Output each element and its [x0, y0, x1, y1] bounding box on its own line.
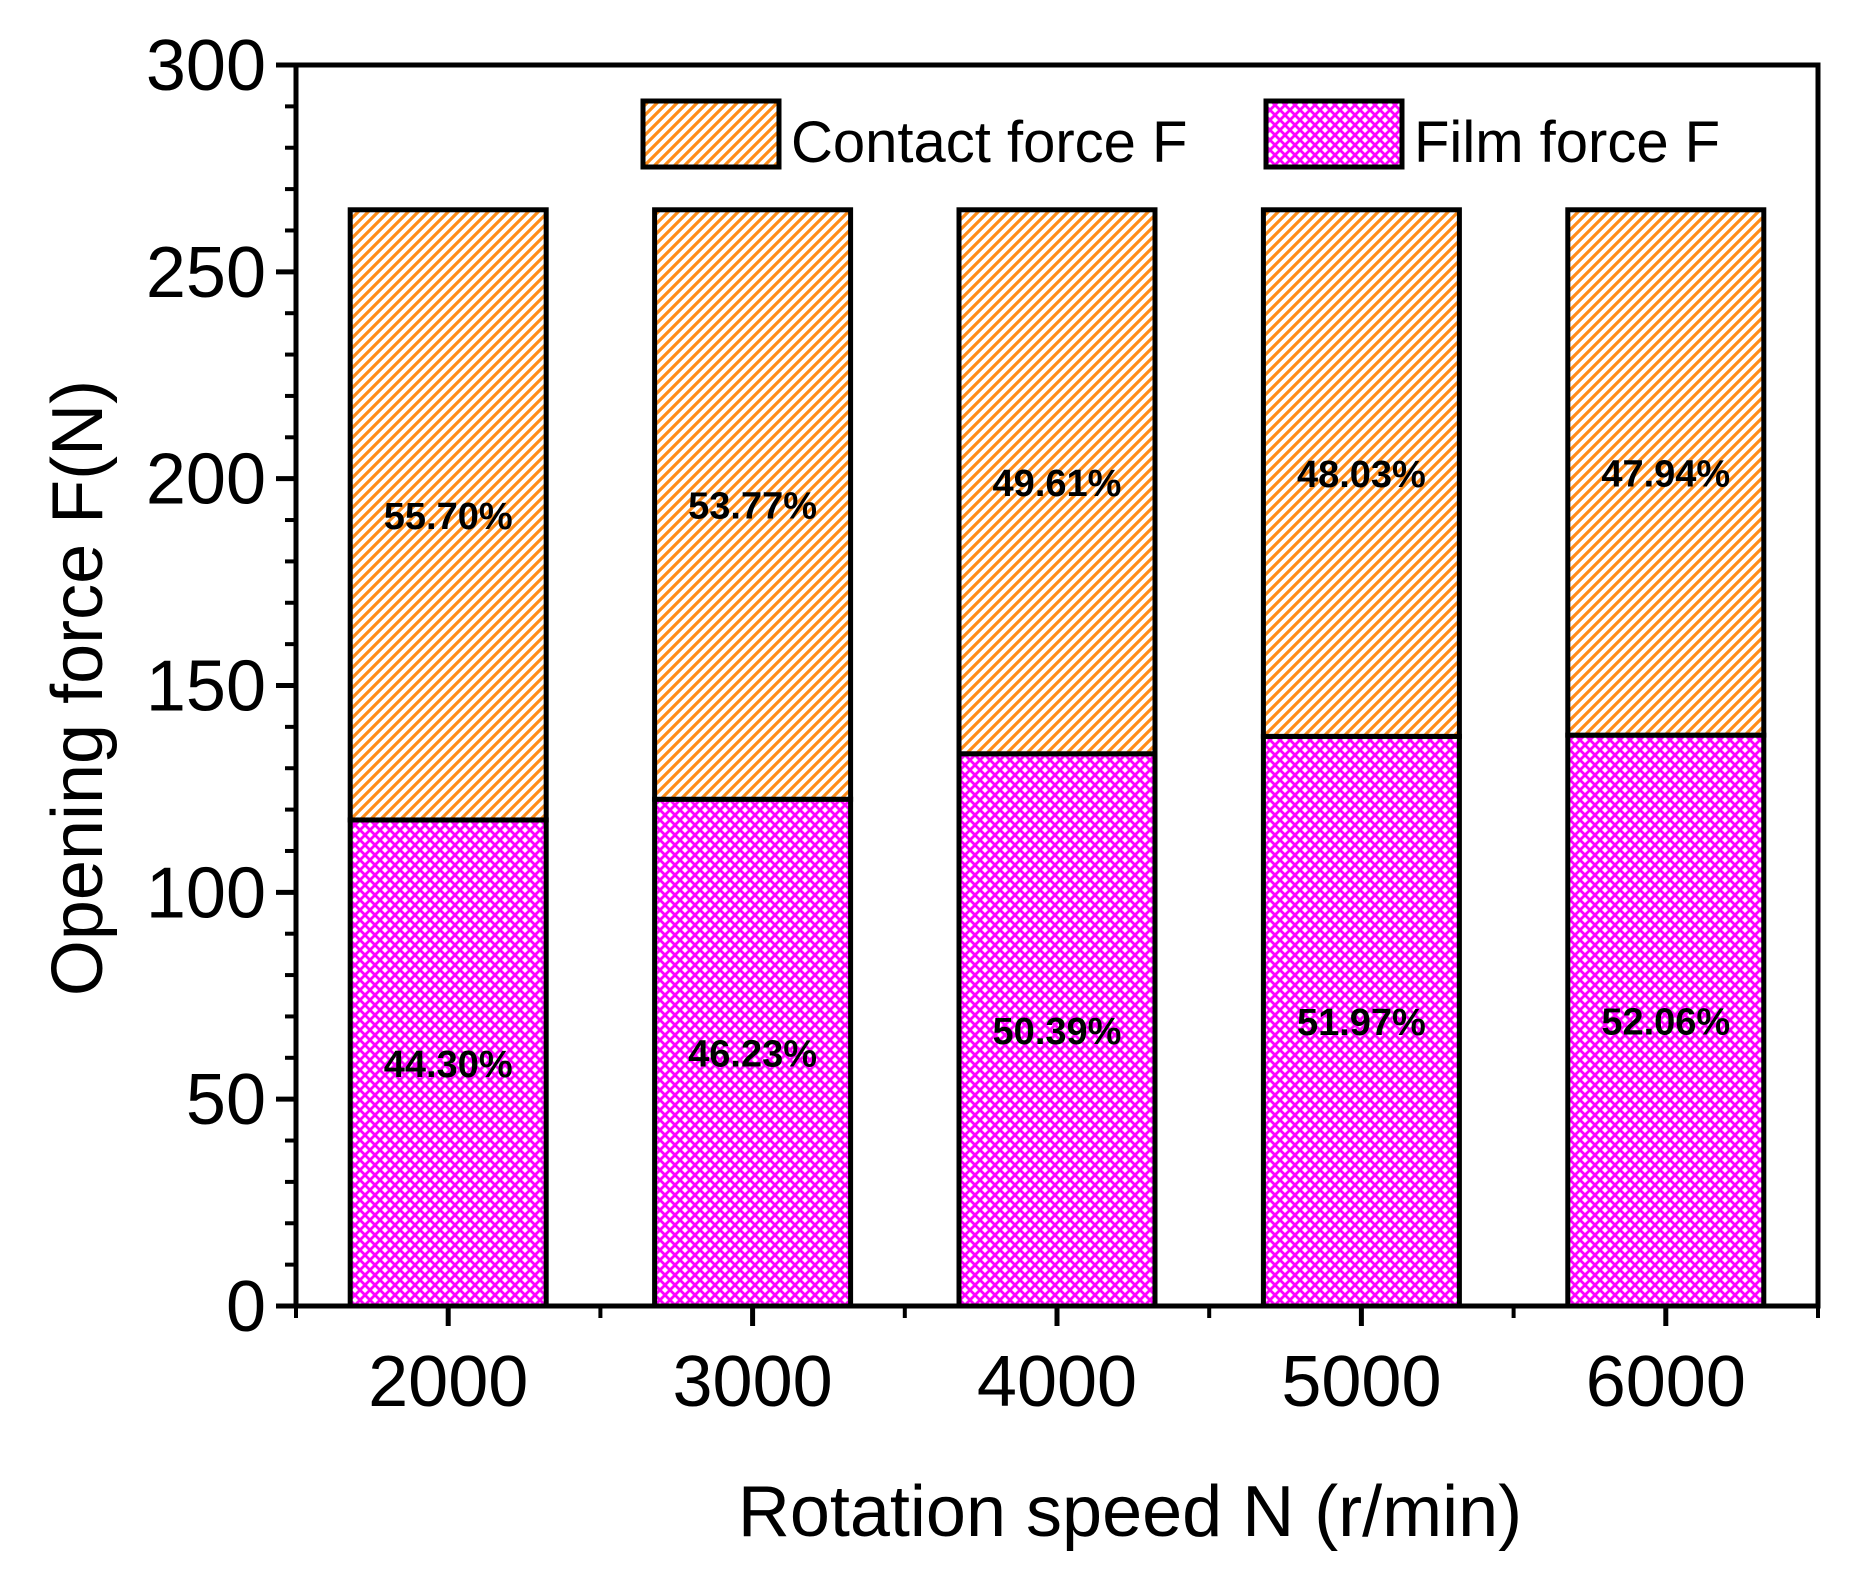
y-tick-label: 300 — [146, 26, 266, 106]
x-tick-label: 6000 — [1586, 1342, 1746, 1422]
x-tick-label: 3000 — [673, 1342, 833, 1422]
y-tick-label: 250 — [146, 233, 266, 313]
bar-contact-force-2000 — [347, 207, 549, 823]
legend-swatch-contact-force — [640, 98, 782, 170]
y-axis-title: Opening force F(N) — [38, 380, 118, 996]
data-label-film-force-3000: 46.23% — [688, 1034, 817, 1076]
data-label-contact-force-3000: 53.77% — [688, 486, 817, 528]
y-tick-label: 150 — [146, 647, 266, 727]
x-axis-title: Rotation speed N (r/min) — [738, 1472, 1522, 1552]
x-tick-label: 5000 — [1281, 1342, 1441, 1422]
data-label-contact-force-4000: 49.61% — [993, 463, 1122, 505]
data-label-film-force-4000: 50.39% — [993, 1011, 1122, 1053]
bar-contact-force-5000 — [1260, 207, 1462, 739]
y-tick-label: 0 — [226, 1267, 266, 1347]
data-labels-layer: 44.30% 55.70% 46.23% 53.77% 50.39% 49.61% 51.9… — [384, 453, 1730, 1086]
legend-swatch-film-force — [1263, 98, 1405, 170]
y-tick-label: 200 — [146, 440, 266, 520]
data-label-contact-force-5000: 48.03% — [1297, 454, 1426, 496]
y-axis: 0 50 100 150 200 250 300 — [146, 26, 296, 1347]
x-tick-label: 4000 — [977, 1342, 1137, 1422]
legend-label-film-force: Film force F — [1414, 110, 1720, 175]
data-label-film-force-5000: 51.97% — [1297, 1002, 1426, 1044]
bars-layer — [347, 207, 1767, 1309]
y-tick-label: 100 — [146, 853, 266, 933]
bar-contact-force-4000 — [956, 207, 1158, 757]
legend: Contact force F Film force F — [640, 98, 1720, 175]
data-label-contact-force-6000: 47.94% — [1601, 453, 1730, 495]
legend-label-contact-force: Contact force F — [791, 110, 1187, 175]
data-label-film-force-6000: 52.06% — [1601, 1002, 1730, 1044]
y-tick-label: 50 — [186, 1060, 266, 1140]
bar-film-force-2000 — [347, 817, 549, 1309]
data-label-film-force-2000: 44.30% — [384, 1044, 513, 1086]
x-tick-label: 2000 — [368, 1342, 528, 1422]
bar-contact-force-3000 — [652, 207, 854, 802]
x-axis: 2000 3000 4000 5000 6000 — [294, 1306, 1820, 1422]
bar-contact-force-6000 — [1565, 207, 1767, 738]
data-label-contact-force-2000: 55.70% — [384, 496, 513, 538]
